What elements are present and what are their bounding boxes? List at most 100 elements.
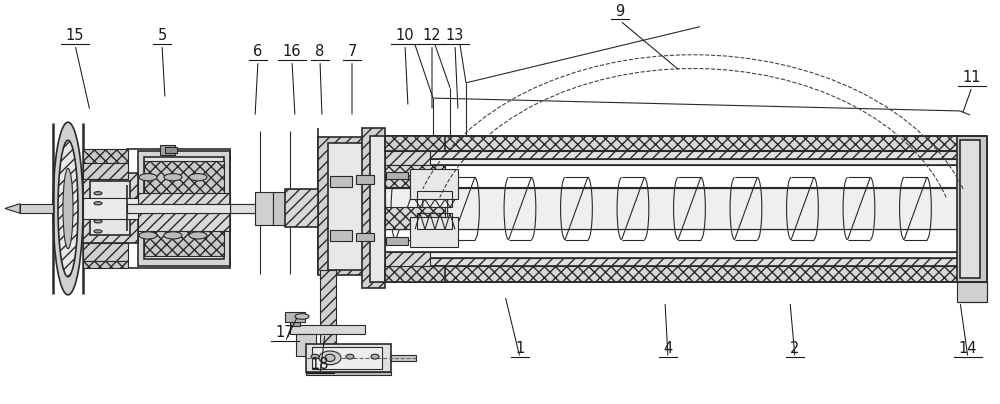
Text: 6: 6: [253, 44, 263, 59]
Ellipse shape: [139, 174, 157, 181]
Bar: [386, 172, 408, 179]
Bar: [385, 207, 445, 229]
Bar: [83, 244, 128, 261]
Bar: [385, 258, 960, 266]
Text: 17: 17: [276, 325, 294, 340]
Bar: [385, 151, 430, 165]
Bar: [330, 230, 352, 242]
Ellipse shape: [189, 174, 207, 181]
Bar: [83, 192, 138, 225]
Ellipse shape: [371, 354, 379, 359]
Bar: [306, 372, 391, 375]
Bar: [138, 193, 230, 207]
Bar: [160, 145, 175, 155]
Text: 5: 5: [157, 28, 167, 43]
Bar: [310, 199, 385, 217]
Bar: [385, 252, 960, 258]
Bar: [370, 136, 385, 282]
Bar: [362, 128, 385, 288]
Ellipse shape: [63, 168, 73, 248]
Ellipse shape: [53, 122, 83, 295]
Bar: [330, 176, 352, 187]
Bar: [230, 204, 318, 213]
Bar: [385, 159, 960, 165]
Ellipse shape: [319, 351, 341, 365]
Bar: [20, 204, 53, 213]
Bar: [957, 282, 987, 302]
Bar: [318, 137, 383, 275]
Bar: [410, 169, 458, 199]
Bar: [83, 149, 128, 163]
Text: 2: 2: [790, 341, 800, 356]
Text: 15: 15: [66, 28, 84, 43]
Bar: [127, 204, 230, 213]
Bar: [385, 252, 430, 266]
Ellipse shape: [164, 174, 182, 181]
Text: 13: 13: [446, 28, 464, 43]
Bar: [410, 217, 458, 247]
Ellipse shape: [94, 230, 102, 233]
Text: 10: 10: [396, 28, 414, 43]
Bar: [957, 136, 987, 282]
Ellipse shape: [346, 354, 354, 359]
Text: 4: 4: [663, 341, 673, 356]
Bar: [127, 149, 230, 267]
Bar: [306, 344, 391, 372]
Text: 12: 12: [423, 28, 441, 43]
Bar: [138, 209, 230, 231]
Ellipse shape: [94, 191, 102, 195]
Bar: [391, 355, 416, 361]
Bar: [290, 325, 365, 334]
Text: 16: 16: [283, 44, 301, 59]
Bar: [385, 151, 960, 159]
Bar: [165, 147, 177, 153]
Bar: [385, 187, 960, 229]
Text: 7: 7: [347, 44, 357, 59]
Bar: [83, 173, 138, 244]
Bar: [144, 222, 224, 256]
Bar: [417, 191, 452, 207]
Bar: [356, 175, 374, 184]
Bar: [385, 266, 445, 282]
Ellipse shape: [295, 314, 309, 319]
Text: 9: 9: [615, 4, 625, 19]
Bar: [960, 140, 980, 278]
Bar: [290, 322, 300, 326]
Bar: [385, 136, 445, 151]
Bar: [138, 151, 230, 265]
Bar: [328, 143, 373, 269]
Bar: [285, 311, 305, 322]
Text: 11: 11: [963, 70, 981, 85]
Text: 8: 8: [315, 44, 325, 59]
Bar: [255, 192, 273, 225]
Bar: [417, 213, 452, 229]
Text: 14: 14: [959, 341, 977, 356]
Polygon shape: [5, 204, 20, 213]
Bar: [312, 347, 382, 369]
Bar: [83, 261, 128, 267]
Bar: [90, 181, 130, 236]
Ellipse shape: [94, 220, 102, 223]
Bar: [356, 233, 374, 242]
Ellipse shape: [189, 232, 207, 239]
Bar: [273, 192, 285, 225]
Bar: [144, 157, 224, 259]
Text: 1: 1: [515, 341, 525, 356]
Ellipse shape: [139, 232, 157, 239]
Text: 18: 18: [311, 357, 329, 372]
Bar: [386, 238, 408, 245]
Bar: [385, 266, 960, 282]
Ellipse shape: [325, 354, 335, 362]
Bar: [385, 165, 445, 187]
Ellipse shape: [311, 354, 319, 359]
Bar: [385, 136, 960, 151]
Bar: [83, 155, 128, 179]
Ellipse shape: [58, 140, 78, 277]
Ellipse shape: [94, 202, 102, 205]
Bar: [285, 189, 318, 227]
Ellipse shape: [164, 232, 182, 239]
Bar: [144, 161, 224, 195]
Bar: [320, 269, 336, 346]
Bar: [296, 334, 316, 356]
Bar: [83, 198, 138, 219]
